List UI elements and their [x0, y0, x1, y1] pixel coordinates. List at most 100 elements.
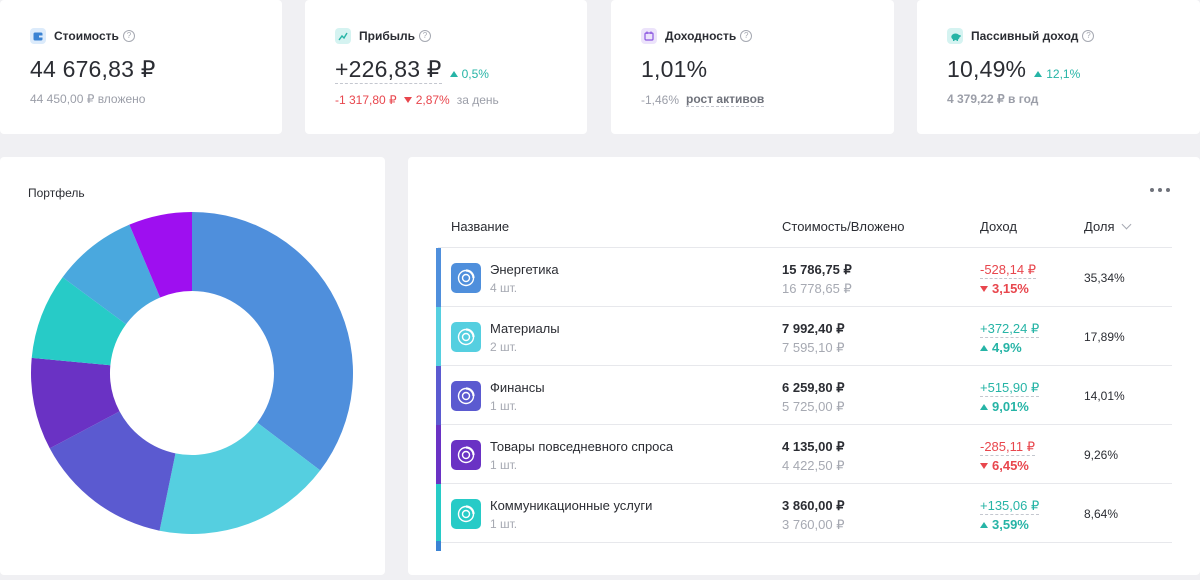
sector-icon — [451, 440, 481, 470]
arrow-up-icon — [980, 403, 988, 410]
kpi-sub-value: -1,46% — [641, 92, 680, 107]
row-color-bar — [436, 425, 441, 484]
donut-slice[interactable] — [62, 224, 161, 325]
row-income[interactable]: -285,11 ₽ — [980, 439, 1036, 456]
portfolio-title: Портфель — [28, 186, 85, 200]
sector-icon — [451, 381, 481, 411]
kpi-value: 10,49% — [947, 56, 1027, 82]
row-income-pct: 3,15% — [980, 281, 1029, 296]
row-name[interactable]: Коммуникационные услуги — [490, 498, 653, 513]
column-header-value[interactable]: Стоимость/Вложено — [782, 219, 905, 234]
column-header-share[interactable]: Доля — [1084, 219, 1131, 234]
arrow-up-icon — [980, 344, 988, 351]
row-color-bar — [436, 541, 441, 551]
row-share: 9,26% — [1084, 448, 1119, 462]
calendar-icon — [641, 28, 657, 44]
wallet-icon — [30, 28, 46, 44]
chart-line-icon — [335, 28, 351, 44]
help-icon[interactable]: ? — [122, 30, 135, 42]
help-icon[interactable]: ? — [740, 30, 753, 42]
row-invested: 3 760,00 ₽ — [782, 517, 845, 532]
sector-icon — [451, 322, 481, 352]
row-color-bar — [436, 307, 441, 366]
row-invested: 16 778,65 ₽ — [782, 281, 852, 296]
arrow-down-icon — [403, 97, 412, 103]
row-invested: 7 595,10 ₽ — [782, 340, 845, 355]
header-divider — [438, 247, 1172, 248]
arrow-up-icon — [1034, 71, 1043, 77]
donut-slice[interactable] — [192, 212, 353, 471]
row-income[interactable]: -528,14 ₽ — [980, 262, 1036, 279]
arrow-up-icon — [980, 521, 988, 528]
row-color-bar — [436, 484, 441, 543]
arrow-down-icon — [980, 462, 988, 469]
more-options-icon[interactable] — [1150, 185, 1170, 195]
row-share: 14,01% — [1084, 389, 1125, 403]
table-row[interactable]: Коммуникационные услуги 1 шт. 3 860,00 ₽ 3 … — [436, 484, 1172, 543]
asset-growth-link[interactable]: рост активов — [686, 92, 765, 107]
kpi-label: Стоимость — [54, 29, 119, 43]
sort-chevron-icon[interactable] — [1121, 219, 1131, 230]
piggy-bank-icon — [947, 28, 963, 44]
donut-slice[interactable] — [49, 411, 176, 531]
row-value: 3 860,00 ₽ — [782, 498, 845, 513]
row-value: 15 786,75 ₽ — [782, 262, 852, 277]
kpi-label: Доходность — [665, 29, 737, 43]
arrow-down-icon — [980, 285, 988, 292]
donut-slice[interactable] — [31, 357, 120, 449]
row-name[interactable]: Материалы — [490, 321, 560, 336]
portfolio-donut-chart — [31, 212, 353, 534]
row-share: 35,34% — [1084, 271, 1125, 285]
row-income-pct: 6,45% — [980, 458, 1029, 473]
holdings-table-card: Название Стоимость/Вложено Доход Доля Эн… — [408, 157, 1200, 575]
row-name[interactable]: Товары повседневного спроса — [490, 439, 674, 454]
donut-slice[interactable] — [129, 212, 192, 298]
donut-slice[interactable] — [159, 422, 321, 534]
help-icon[interactable]: ? — [1082, 30, 1095, 42]
kpi-card-profit: Прибыль ? +226,83 ₽ 0,5% -1 317,80 ₽ 2,8… — [305, 0, 587, 134]
table-row[interactable]: Энергетика 4 шт. 15 786,75 ₽ 16 778,65 ₽ -52… — [436, 248, 1172, 307]
table-row[interactable]: Товары повседневного спроса 1 шт. 4 135,00… — [436, 425, 1172, 484]
table-row[interactable]: Материалы 2 шт. 7 992,40 ₽ 7 595,10 ₽ +372,2… — [436, 307, 1172, 366]
kpi-day-suffix: за день — [456, 93, 499, 107]
kpi-value: 44 676,83 ₽ — [30, 56, 156, 82]
kpi-day-value: -1 317,80 ₽ — [335, 93, 397, 107]
portfolio-card: Портфель — [0, 157, 385, 575]
kpi-delta: 0,5% — [449, 67, 489, 81]
help-icon[interactable]: ? — [419, 30, 431, 42]
kpi-day-pct: 2,87% — [415, 93, 450, 107]
row-name[interactable]: Финансы — [490, 380, 545, 395]
kpi-card-yield: Доходность ? 1,01% -1,46% рост активов — [611, 0, 894, 134]
sector-icon — [451, 263, 481, 293]
row-color-bar — [436, 366, 441, 425]
row-share: 8,64% — [1084, 507, 1119, 521]
kpi-card-value: Стоимость ? 44 676,83 ₽ 44 450,00 ₽ влож… — [0, 0, 282, 134]
donut-slice[interactable] — [31, 277, 127, 366]
column-header-income[interactable]: Доход — [980, 219, 1017, 234]
kpi-sub: 4 379,22 ₽ в год — [947, 92, 1039, 106]
row-color-bar — [436, 248, 441, 307]
sector-icon — [451, 499, 481, 529]
row-income[interactable]: +372,24 ₽ — [980, 321, 1040, 338]
row-invested: 4 422,50 ₽ — [782, 458, 845, 473]
row-income[interactable]: +515,90 ₽ — [980, 380, 1040, 397]
row-name[interactable]: Энергетика — [490, 262, 559, 277]
kpi-value[interactable]: +226,83 ₽ — [335, 56, 442, 84]
column-header-share-label: Доля — [1084, 219, 1115, 234]
table-row[interactable]: Финансы 1 шт. 6 259,80 ₽ 5 725,00 ₽ +515,90 … — [436, 366, 1172, 425]
row-quantity: 1 шт. — [490, 458, 518, 472]
row-quantity: 1 шт. — [490, 517, 518, 531]
column-header-name[interactable]: Название — [451, 219, 510, 234]
row-quantity: 4 шт. — [490, 281, 518, 295]
row-income-pct: 9,01% — [980, 399, 1029, 414]
row-income-pct: 3,59% — [980, 517, 1029, 532]
row-quantity: 2 шт. — [490, 340, 518, 354]
row-income[interactable]: +135,06 ₽ — [980, 498, 1040, 515]
row-invested: 5 725,00 ₽ — [782, 399, 845, 414]
row-value: 6 259,80 ₽ — [782, 380, 845, 395]
row-value: 4 135,00 ₽ — [782, 439, 845, 454]
kpi-label: Пассивный доход — [971, 29, 1079, 43]
row-income-pct: 4,9% — [980, 340, 1022, 355]
kpi-card-passive-income: Пассивный доход ? 10,49% 12,1% 4 379,22 … — [917, 0, 1200, 134]
row-quantity: 1 шт. — [490, 399, 518, 413]
